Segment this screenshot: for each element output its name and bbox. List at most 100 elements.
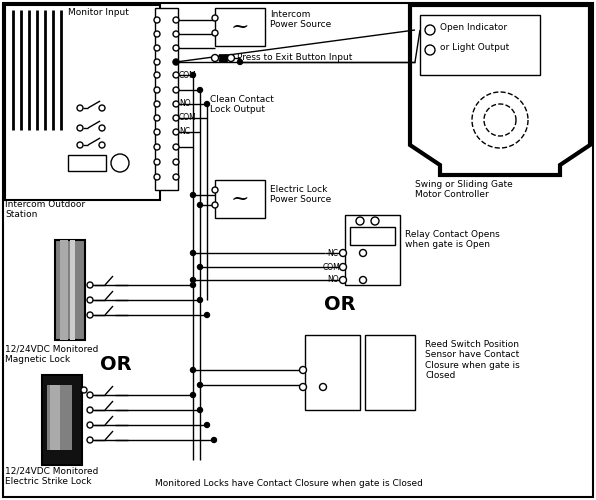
Bar <box>60 240 68 340</box>
Bar <box>365 335 415 410</box>
Circle shape <box>173 17 179 23</box>
Text: 12/24VDC Monitored
Electric Strike Lock: 12/24VDC Monitored Electric Strike Lock <box>5 467 98 486</box>
Polygon shape <box>410 5 590 175</box>
Text: Monitor Input: Monitor Input <box>68 8 129 17</box>
Text: 12/24VDC Monitored
Magnetic Lock: 12/24VDC Monitored Magnetic Lock <box>5 345 98 364</box>
Circle shape <box>87 282 93 288</box>
Circle shape <box>204 422 210 428</box>
Bar <box>50 385 60 450</box>
Bar <box>55 240 85 340</box>
Circle shape <box>154 144 160 150</box>
Text: ~: ~ <box>231 188 249 210</box>
Circle shape <box>154 101 160 107</box>
Text: COM: COM <box>323 262 341 272</box>
Circle shape <box>197 264 203 270</box>
Circle shape <box>87 297 93 303</box>
Circle shape <box>173 174 179 180</box>
Bar <box>215 180 265 218</box>
Circle shape <box>154 59 160 65</box>
Circle shape <box>81 387 87 393</box>
Text: COM: COM <box>179 70 197 80</box>
Text: NO: NO <box>327 276 339 284</box>
Circle shape <box>173 72 179 78</box>
Text: Intercom Outdoor
Station: Intercom Outdoor Station <box>5 200 85 220</box>
Circle shape <box>173 60 178 64</box>
Circle shape <box>204 312 210 318</box>
Text: ~: ~ <box>231 16 249 38</box>
Circle shape <box>87 392 93 398</box>
Circle shape <box>99 125 105 131</box>
Circle shape <box>212 54 219 62</box>
Text: OR: OR <box>324 295 356 314</box>
Circle shape <box>371 217 379 225</box>
Bar <box>350 227 395 245</box>
Circle shape <box>191 192 195 198</box>
Circle shape <box>359 276 367 283</box>
Circle shape <box>111 154 129 172</box>
Circle shape <box>87 312 93 318</box>
Circle shape <box>212 30 218 36</box>
Circle shape <box>212 187 218 193</box>
Text: Swing or Sliding Gate
Motor Controller: Swing or Sliding Gate Motor Controller <box>415 180 513 200</box>
Text: Electric Lock
Power Source: Electric Lock Power Source <box>270 185 331 204</box>
Circle shape <box>77 105 83 111</box>
Circle shape <box>191 72 195 78</box>
Circle shape <box>197 408 203 412</box>
Circle shape <box>154 87 160 93</box>
Circle shape <box>212 438 216 442</box>
Text: Reed Switch Position
Sensor have Contact
Closure when gate is
Closed: Reed Switch Position Sensor have Contact… <box>425 340 520 380</box>
Circle shape <box>300 366 306 374</box>
Bar <box>70 240 75 340</box>
Circle shape <box>191 368 195 372</box>
Circle shape <box>154 45 160 51</box>
Circle shape <box>191 278 195 282</box>
Bar <box>219 54 227 62</box>
Circle shape <box>99 105 105 111</box>
Bar <box>68 155 106 171</box>
Text: NC: NC <box>179 128 190 136</box>
Circle shape <box>425 45 435 55</box>
Text: NC: NC <box>327 248 338 258</box>
Circle shape <box>173 144 179 150</box>
Circle shape <box>87 422 93 428</box>
Text: or Light Output: or Light Output <box>440 43 509 52</box>
Circle shape <box>173 129 179 135</box>
Circle shape <box>425 25 435 35</box>
Text: NO: NO <box>179 100 191 108</box>
Bar <box>420 15 540 75</box>
Circle shape <box>191 392 195 398</box>
Circle shape <box>173 115 179 121</box>
Circle shape <box>204 102 210 106</box>
Circle shape <box>77 142 83 148</box>
Circle shape <box>87 407 93 413</box>
Circle shape <box>154 31 160 37</box>
Circle shape <box>77 125 83 131</box>
Circle shape <box>356 217 364 225</box>
Circle shape <box>154 17 160 23</box>
Circle shape <box>197 382 203 388</box>
Circle shape <box>300 384 306 390</box>
Circle shape <box>173 59 179 65</box>
Circle shape <box>197 202 203 207</box>
Text: Clean Contact
Lock Output: Clean Contact Lock Output <box>210 95 274 114</box>
Circle shape <box>154 174 160 180</box>
Circle shape <box>197 298 203 302</box>
Bar <box>345 215 400 285</box>
Bar <box>305 335 360 410</box>
Circle shape <box>191 250 195 256</box>
Circle shape <box>173 159 179 165</box>
Text: COM: COM <box>179 114 197 122</box>
Circle shape <box>340 276 346 283</box>
Bar <box>5 5 160 200</box>
Text: OR: OR <box>100 355 132 374</box>
Circle shape <box>154 72 160 78</box>
Text: Open Indicator: Open Indicator <box>440 23 507 32</box>
Circle shape <box>359 250 367 256</box>
Text: Relay Contact Opens
when gate is Open: Relay Contact Opens when gate is Open <box>405 230 500 250</box>
Circle shape <box>173 101 179 107</box>
Circle shape <box>99 142 105 148</box>
Circle shape <box>191 282 195 288</box>
Text: Press to Exit Button Input: Press to Exit Button Input <box>237 54 352 62</box>
Circle shape <box>197 88 203 92</box>
Circle shape <box>154 129 160 135</box>
